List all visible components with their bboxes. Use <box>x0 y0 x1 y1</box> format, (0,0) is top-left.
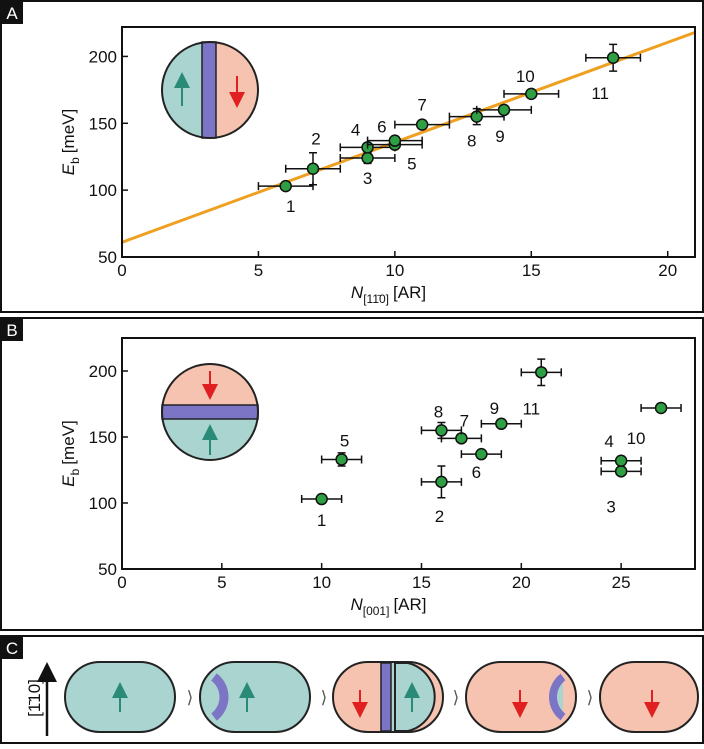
point-label: 7 <box>460 411 469 430</box>
x-label-symbol: N <box>351 283 364 302</box>
panel-label: A <box>6 4 18 23</box>
point-label: 9 <box>490 399 499 418</box>
point <box>654 401 668 415</box>
point-label: 6 <box>472 463 481 482</box>
point <box>535 366 548 379</box>
svg-text:⟩: ⟩ <box>453 688 460 707</box>
point-label: 1 <box>286 197 295 216</box>
x-tick-label: 5 <box>217 573 226 592</box>
point <box>315 492 328 506</box>
panel-frame <box>0 635 704 744</box>
panel-frame <box>0 0 704 313</box>
y-tick-label: 50 <box>98 560 117 579</box>
panel-label-box <box>1 2 23 24</box>
x-axis-label: N[11̄0] [AR] <box>351 283 426 306</box>
point <box>388 134 402 147</box>
x-label-symbol: N <box>350 595 363 614</box>
point <box>614 454 628 468</box>
point-label: 5 <box>407 155 416 174</box>
panel-c: C [1̄10] ⟩ ⟩ ⟩ ⟩ <box>1 637 699 736</box>
point <box>497 103 511 117</box>
y-tick-label: 150 <box>89 428 117 447</box>
y-tick-label: 150 <box>89 114 117 133</box>
point <box>495 417 508 431</box>
point-label: 9 <box>495 127 504 146</box>
point-label: 6 <box>377 118 386 137</box>
x-tick-label: 10 <box>312 573 331 592</box>
axis-label: [1̄10] <box>25 679 44 717</box>
point-label: 7 <box>417 96 426 115</box>
x-tick-label: 0 <box>117 261 126 280</box>
plot-frame <box>121 26 696 258</box>
y-tick-label: 100 <box>89 181 117 200</box>
point <box>415 118 429 131</box>
inset-b <box>161 363 259 461</box>
point-label: 2 <box>311 130 320 149</box>
x-tick-label: 15 <box>412 573 431 592</box>
x-axis-label: N[001] [AR] <box>350 595 426 618</box>
y-label-subscript: b <box>68 468 82 475</box>
y-tick-label: 100 <box>89 494 117 513</box>
point-label: 8 <box>434 402 443 421</box>
point <box>435 424 448 437</box>
y-axis-label: Eb [meV] <box>59 420 82 486</box>
point <box>475 447 488 461</box>
x-tick-label: 5 <box>254 261 263 280</box>
y-axis-label: Eb [meV] <box>59 109 82 175</box>
point <box>335 453 348 466</box>
point <box>361 151 374 165</box>
y-label-symbol: E <box>59 475 78 487</box>
x-tick-label: 25 <box>612 573 631 592</box>
point-label: 4 <box>351 120 360 139</box>
y-label-unit: [meV] <box>59 109 78 153</box>
point-label: 8 <box>467 132 476 151</box>
x-tick-label: 20 <box>512 573 531 592</box>
point-label: 11 <box>591 84 609 103</box>
x-tick-label: 0 <box>117 573 126 592</box>
panel-frame <box>0 317 704 631</box>
svg-text:⟩: ⟩ <box>187 688 194 707</box>
point <box>435 475 448 489</box>
point-label: 1 <box>317 511 326 530</box>
point <box>525 87 538 101</box>
y-label-unit: [meV] <box>59 420 78 464</box>
plot-frame <box>121 337 696 570</box>
y-tick-label: 200 <box>89 362 117 381</box>
x-label-subscript: [11̄0] <box>363 292 389 306</box>
y-label-subscript: b <box>68 157 82 164</box>
point <box>279 179 292 193</box>
point <box>306 162 320 175</box>
point-label: 10 <box>627 429 646 448</box>
x-label-unit: [AR] <box>393 283 426 302</box>
y-tick-label: 200 <box>89 47 117 66</box>
y-tick-label: 50 <box>98 248 117 267</box>
point-label: 11 <box>522 399 540 418</box>
point <box>614 465 628 478</box>
point <box>606 51 620 65</box>
x-label-subscript: [001] <box>363 604 390 618</box>
svg-text:⟩: ⟩ <box>587 688 594 707</box>
panel-label: B <box>6 321 17 340</box>
inset-a <box>161 41 259 139</box>
fit-line <box>122 30 695 244</box>
x-tick-label: 15 <box>522 261 541 280</box>
point-label: 4 <box>604 432 613 451</box>
point-label: 10 <box>516 67 535 86</box>
y-label-symbol: E <box>59 163 78 175</box>
point-label: 5 <box>340 431 349 450</box>
x-tick-label: 20 <box>658 261 677 280</box>
point-label: 3 <box>606 497 615 516</box>
x-tick-label: 10 <box>385 261 404 280</box>
point <box>455 432 468 445</box>
panel-label-box <box>1 319 23 341</box>
panel-label: C <box>6 639 18 658</box>
point-label: 2 <box>435 507 444 526</box>
svg-text:⟩: ⟩ <box>321 688 328 707</box>
x-label-unit: [AR] <box>393 595 426 614</box>
point-label: 3 <box>363 169 372 188</box>
